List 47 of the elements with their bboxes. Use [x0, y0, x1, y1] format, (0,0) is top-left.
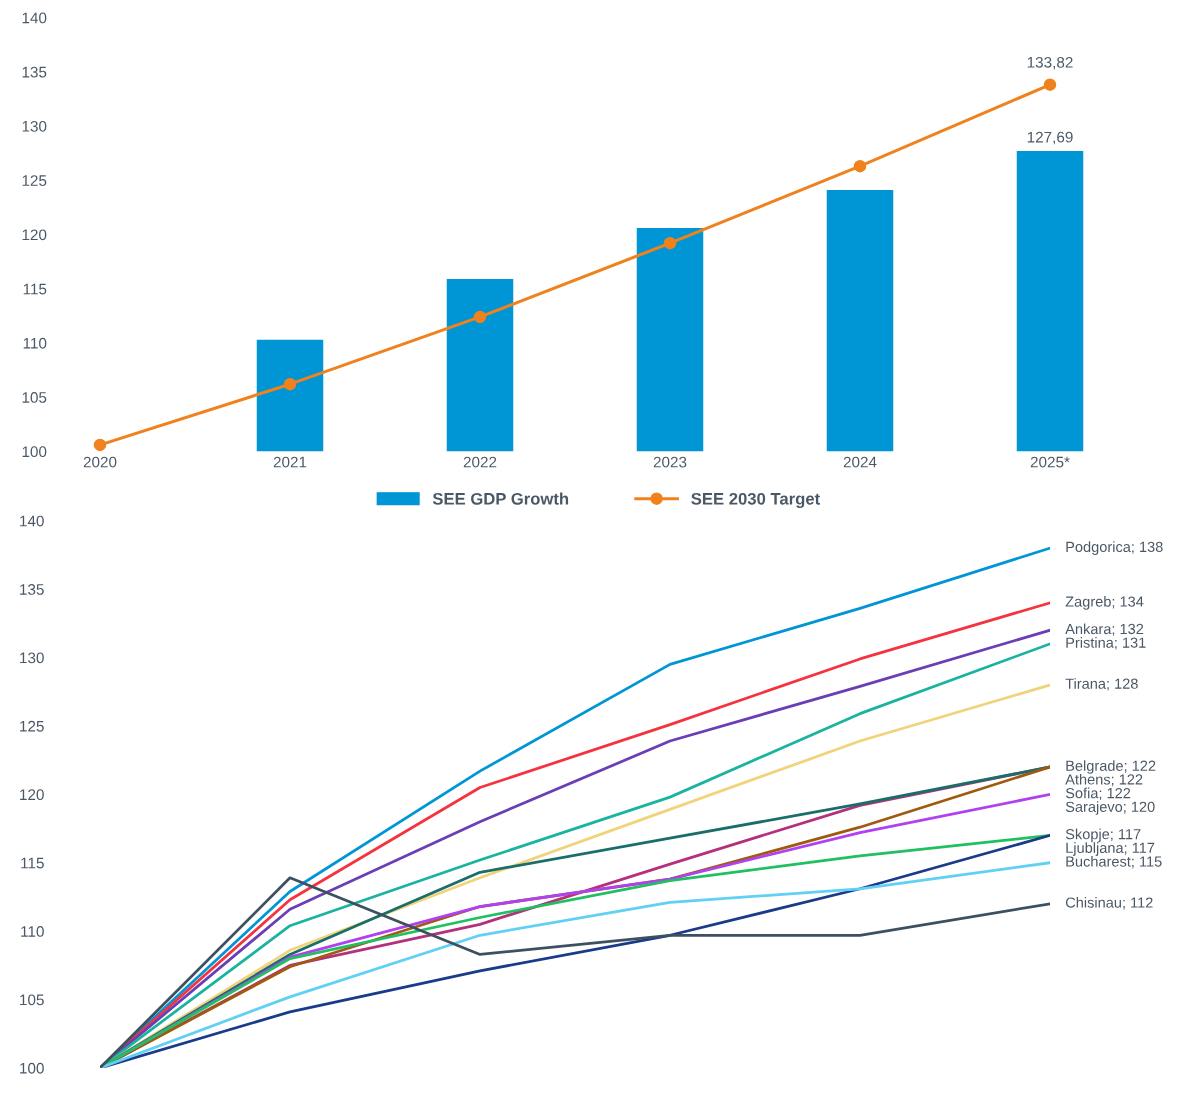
x-tick-label: 2023 [653, 456, 687, 468]
x-tick-label: 2024 [843, 456, 877, 468]
y-tick-label: 110 [23, 337, 47, 349]
point [283, 377, 297, 391]
point [93, 438, 107, 452]
data-label: Athens; 122 [1065, 773, 1143, 787]
y-tick-label: 140 [22, 12, 47, 24]
data-label: Ljubljana; 117 [1066, 842, 1155, 856]
y-tick-label: 125 [22, 175, 47, 186]
y-tick-label: 130 [22, 120, 47, 132]
data-label: Belgrade; 122 [1066, 760, 1156, 774]
data-label: Pristina; 131 [1066, 637, 1146, 650]
x-tick-label: 2022 [463, 456, 497, 468]
y-tick-label: 105 [22, 392, 47, 403]
y-tick-label: 100 [20, 1062, 44, 1074]
x-tick-label: 2021 [273, 456, 307, 468]
y-tick-label: 115 [21, 857, 44, 869]
data-label: 133,82 [1027, 56, 1073, 70]
data-label: Tirana; 128 [1065, 678, 1138, 691]
x-tick-label: 2025* [1030, 456, 1070, 468]
y-tick-label: 105 [20, 994, 44, 1006]
y-tick-label: 140 [20, 515, 44, 527]
x-tick-label: 2020 [83, 456, 117, 468]
legend-label: SEE 2030 Target [691, 492, 820, 509]
point [663, 236, 677, 250]
data-label: Podgorica; 138 [1066, 541, 1163, 555]
legend-label: SEE GDP Growth [432, 492, 569, 505]
point [853, 159, 867, 173]
y-tick-label: 115 [23, 283, 47, 295]
data-label: Sofia; 122 [1065, 787, 1131, 801]
data-label: Ankara; 132 [1065, 623, 1144, 636]
point [1043, 78, 1057, 91]
y-tick-label: 135 [22, 66, 47, 78]
data-label: Zagreb; 134 [1065, 596, 1144, 610]
data-label: 127,69 [1027, 131, 1073, 145]
data-label: Sarajevo; 120 [1065, 801, 1155, 815]
point [473, 310, 487, 324]
y-tick-label: 130 [20, 652, 44, 664]
y-tick-label: 120 [20, 789, 44, 801]
data-label: Skopje; 117 [1065, 828, 1141, 843]
y-tick-label: 120 [22, 229, 47, 241]
y-tick-label: 125 [20, 720, 44, 732]
y-tick-label: 135 [20, 584, 44, 595]
data-label: Chisinau; 112 [1065, 897, 1153, 910]
y-tick-label: 100 [22, 446, 47, 458]
y-tick-label: 110 [21, 926, 44, 937]
data-label: Bucharest; 115 [1066, 855, 1162, 869]
